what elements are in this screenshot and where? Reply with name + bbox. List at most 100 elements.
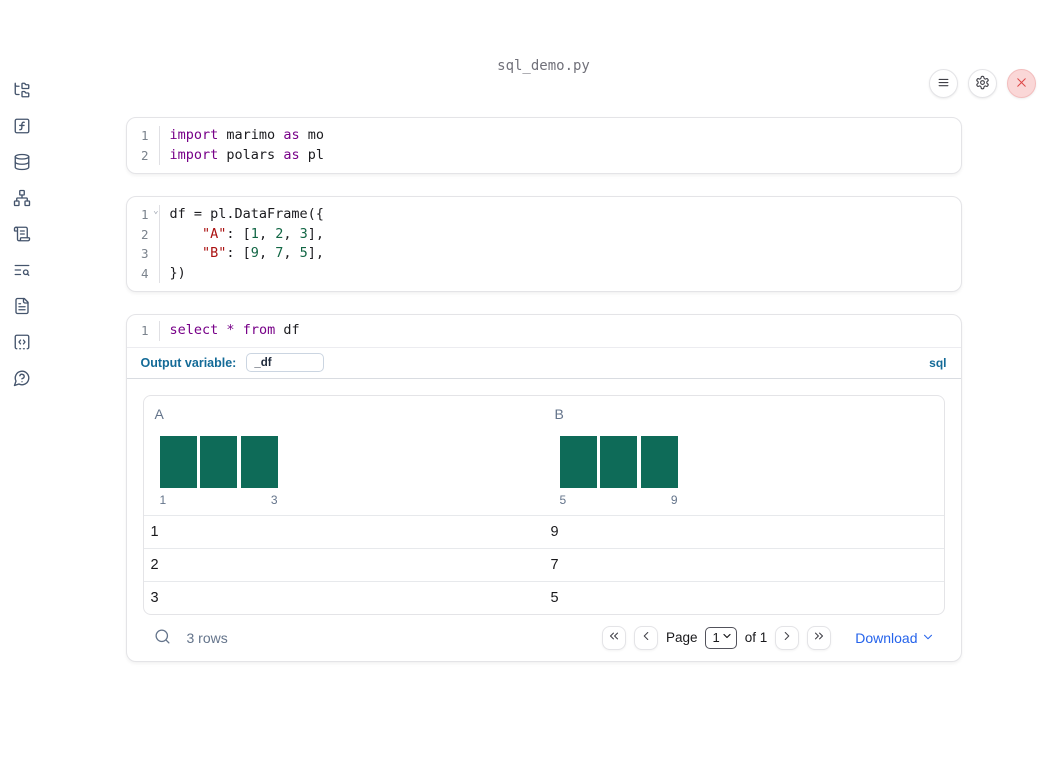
column-label[interactable]: A xyxy=(154,405,164,422)
line-number: 1 ⌄ xyxy=(127,205,160,225)
histogram-a: 1 3 xyxy=(159,435,278,507)
line-number: 1 xyxy=(127,321,160,341)
notebook-filename: sql_demo.py xyxy=(497,58,590,74)
chevron-left-icon xyxy=(639,629,653,646)
sidebar-item-dependency-graph[interactable] xyxy=(13,189,31,210)
table-footer: 3 rows Page 1 of 1 Download xyxy=(143,615,945,661)
previous-page-button[interactable] xyxy=(633,625,658,650)
histogram-bar xyxy=(200,435,237,488)
language-badge[interactable]: sql xyxy=(929,355,947,370)
sidebar-item-variables[interactable] xyxy=(13,118,31,136)
code-text[interactable]: import polars as pl xyxy=(169,146,324,163)
text-search-icon xyxy=(13,261,31,282)
chevron-right-icon xyxy=(780,629,794,646)
sidebar-item-files[interactable] xyxy=(13,82,31,100)
download-button[interactable]: Download xyxy=(855,628,934,647)
menu-button[interactable] xyxy=(929,69,958,98)
sql-cell[interactable]: 1 select * from df Output variable: sql A xyxy=(125,314,962,662)
code-editor[interactable]: 1 import marimo as mo 2 import polars as pl xyxy=(127,118,961,173)
code-text[interactable]: select * from df xyxy=(169,322,300,338)
histogram-bar xyxy=(640,435,678,488)
shutdown-button[interactable] xyxy=(1007,69,1036,98)
last-page-button[interactable] xyxy=(807,625,832,650)
code-text[interactable]: df = pl.DataFrame({ xyxy=(169,206,324,222)
download-label: Download xyxy=(855,629,918,646)
code-text[interactable]: "B": [9, 7, 5], xyxy=(202,245,325,261)
code-line[interactable]: 4}) xyxy=(127,263,961,283)
table-row[interactable]: 2 7 xyxy=(143,547,944,581)
close-icon xyxy=(1014,75,1029,93)
table-row[interactable]: 1 9 xyxy=(143,514,944,548)
file-text-icon xyxy=(13,297,31,318)
cell-value: 2 xyxy=(150,556,159,573)
line-number: 2 xyxy=(127,224,160,244)
page-label: Page xyxy=(665,630,698,645)
output-variable-input[interactable] xyxy=(246,353,325,372)
search-button[interactable] xyxy=(154,628,171,648)
table-row[interactable]: 3 5 xyxy=(143,580,944,614)
cell-value: 3 xyxy=(150,589,159,606)
menu-icon xyxy=(936,75,951,93)
histogram-bar xyxy=(600,435,637,488)
sidebar-item-help[interactable] xyxy=(13,370,31,388)
column-label[interactable]: B xyxy=(554,405,564,422)
fold-chevron-icon[interactable]: ⌄ xyxy=(153,206,159,216)
code-editor[interactable]: 1 ⌄ df = pl.DataFrame({2 "A": [1, 2, 3], 3 … xyxy=(127,197,961,291)
code-text[interactable]: }) xyxy=(169,264,186,281)
histogram-bar xyxy=(240,435,278,488)
row-count: 3 rows xyxy=(186,629,228,646)
database-icon xyxy=(13,153,31,174)
pagination: Page 1 of 1 Download xyxy=(601,625,935,650)
code-line[interactable]: 1 import marimo as mo xyxy=(127,126,961,146)
sidebar xyxy=(0,58,44,771)
cell-value: 1 xyxy=(150,523,159,540)
cell-value: 5 xyxy=(550,589,559,606)
sidebar-item-snippets[interactable] xyxy=(13,334,31,352)
page-total-label: of 1 xyxy=(744,630,768,645)
code-line[interactable]: 2 "A": [1, 2, 3], xyxy=(127,224,961,244)
sidebar-item-search[interactable] xyxy=(13,262,31,280)
code-line[interactable]: 3 "B": [9, 7, 5], xyxy=(127,244,961,264)
folder-tree-icon xyxy=(13,81,31,102)
line-number: 1 xyxy=(127,126,160,146)
histogram-bar xyxy=(159,435,197,488)
code-snippet-icon xyxy=(13,333,31,354)
cell-value: 9 xyxy=(550,523,559,540)
first-page-button[interactable] xyxy=(601,625,626,650)
code-cell-dataframe[interactable]: 1 ⌄ df = pl.DataFrame({2 "A": [1, 2, 3], 3 … xyxy=(125,196,962,292)
gear-icon xyxy=(975,75,990,93)
histogram-bar xyxy=(559,435,597,488)
scroll-icon xyxy=(13,225,31,246)
histogram-bars xyxy=(159,435,278,488)
help-bubble-icon xyxy=(13,369,31,390)
sidebar-item-documentation[interactable] xyxy=(13,297,31,318)
output-variable-label: Output variable: xyxy=(140,355,237,370)
table-header: A 1 3 B xyxy=(144,396,944,515)
function-square-icon xyxy=(13,117,31,138)
sidebar-item-datasources[interactable] xyxy=(13,153,31,174)
cell-value: 7 xyxy=(550,556,559,573)
sidebar-item-logs[interactable] xyxy=(13,226,31,244)
code-line[interactable]: 1 select * from df xyxy=(127,321,961,341)
code-text[interactable]: "A": [1, 2, 3], xyxy=(202,225,325,242)
axis-min-label: 5 xyxy=(559,492,567,507)
column-header-a[interactable]: A 1 3 xyxy=(144,396,544,515)
sql-code-editor[interactable]: 1 select * from df xyxy=(126,315,961,348)
code-line[interactable]: 2 import polars as pl xyxy=(127,145,961,165)
code-line[interactable]: 1 ⌄ df = pl.DataFrame({ xyxy=(127,205,961,225)
column-header-b[interactable]: B 5 9 xyxy=(544,396,944,515)
axis-min-label: 1 xyxy=(159,492,167,507)
output-variable-row: Output variable: sql xyxy=(126,348,961,379)
network-icon xyxy=(13,189,31,210)
code-text[interactable]: import marimo as mo xyxy=(169,127,324,143)
page-select[interactable]: 1 xyxy=(705,626,737,649)
page-select-value: 1 xyxy=(712,630,720,645)
line-number: 2 xyxy=(127,145,160,165)
settings-button[interactable] xyxy=(968,69,997,98)
dataframe-table: A 1 3 B xyxy=(142,394,945,615)
code-cell-imports[interactable]: 1 import marimo as mo 2 import polars as pl xyxy=(125,117,962,174)
histogram-bars xyxy=(559,435,678,488)
search-icon xyxy=(154,628,171,648)
next-page-button[interactable] xyxy=(775,625,800,650)
notebook: sql_demo.py 1 import marimo as mo 2 import … xyxy=(44,58,1043,662)
